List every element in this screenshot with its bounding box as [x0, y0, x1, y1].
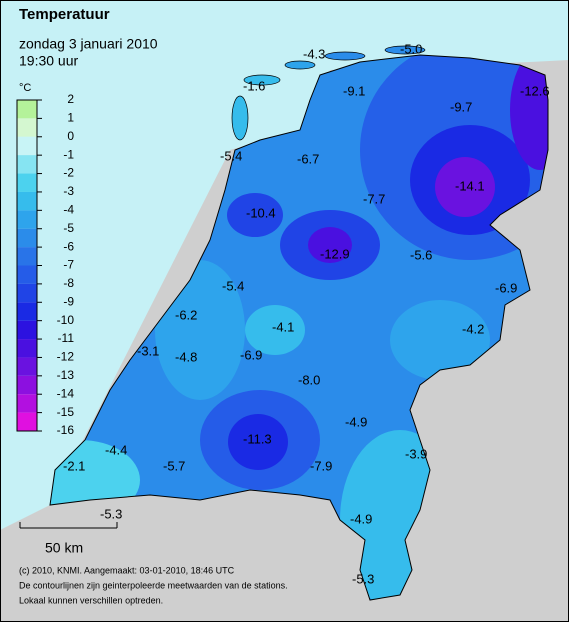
station-reading: -3.9	[405, 446, 427, 461]
legend-label: -5	[63, 221, 74, 235]
legend-swatch	[17, 247, 37, 266]
legend-swatch	[17, 412, 37, 431]
station-reading: -6.9	[495, 280, 517, 295]
station-reading: -8.0	[298, 372, 320, 387]
date: zondag 3 januari 2010	[19, 36, 158, 52]
legend-swatch	[17, 100, 37, 119]
station-reading: -5.3	[100, 506, 122, 521]
field-zone	[510, 55, 548, 170]
station-reading: -12.6	[520, 83, 550, 98]
station-reading: -4.9	[345, 414, 367, 429]
island	[243, 74, 281, 86]
station-reading: -4.4	[105, 442, 127, 457]
field-zone	[435, 157, 495, 217]
legend-swatch	[17, 228, 37, 248]
legend-label: -3	[63, 184, 74, 198]
legend-label: -6	[63, 239, 74, 253]
station-reading: -5.7	[163, 458, 185, 473]
field-zone	[227, 193, 283, 237]
field-zone	[228, 414, 288, 470]
legend-label: -11	[58, 331, 75, 345]
footer-line: Lokaal kunnen verschillen optreden.	[19, 595, 163, 605]
scale-label: 50 km	[45, 540, 83, 556]
station-reading: -2.1	[63, 458, 85, 473]
legend-label: -2	[63, 166, 74, 180]
border	[49, 54, 549, 601]
legend-swatch	[17, 357, 37, 376]
island	[384, 45, 426, 55]
legend-label: 1	[67, 111, 74, 125]
station-reading: -5.4	[220, 148, 242, 163]
legend-label: -1	[63, 147, 74, 161]
legend-unit: °C	[19, 82, 31, 94]
legend-label: -8	[63, 276, 74, 290]
legend-swatch	[17, 136, 37, 156]
legend-swatch	[17, 283, 37, 303]
station-reading: -4.9	[350, 511, 372, 526]
station-reading: -9.7	[450, 99, 472, 114]
legend-swatch	[17, 265, 37, 284]
station-reading: -9.1	[343, 83, 365, 98]
island	[231, 95, 249, 141]
station-reading: -6.9	[240, 347, 262, 362]
legend-swatch	[17, 173, 37, 192]
legend-label: 2	[67, 92, 74, 106]
station-reading: -6.7	[297, 151, 319, 166]
legend-swatch	[17, 375, 37, 395]
island	[324, 51, 366, 61]
legend-label: 0	[67, 129, 74, 143]
sea	[0, 0, 569, 530]
legend-label: -16	[57, 423, 75, 437]
station-reading: -7.7	[363, 191, 385, 206]
station-reading: -4.2	[462, 321, 484, 336]
field-zone	[390, 300, 490, 380]
station-reading: -6.2	[175, 307, 197, 322]
legend-label: -12	[57, 350, 75, 364]
legend-label: -14	[57, 386, 75, 400]
station-reading: -1.6	[243, 78, 265, 93]
station-reading: -4.8	[175, 349, 197, 364]
station-reading: -5.6	[410, 247, 432, 262]
legend-label: -9	[63, 294, 74, 308]
footer-line: De contourlijnen zijn geinterpoleerde me…	[19, 580, 288, 590]
field-zone	[245, 305, 305, 355]
station-reading: -10.4	[246, 205, 276, 220]
station-labels: -4.3 -5.0 -1.6 -9.1 -9.7 -12.6 -5.4 -6.7 -7.7 -14…	[63, 41, 550, 586]
legend-swatch	[17, 394, 37, 413]
legend-swatch	[17, 320, 37, 340]
legend-label: -13	[57, 368, 75, 382]
legend-swatch	[17, 302, 37, 321]
station-reading: -5.4	[222, 278, 244, 293]
island	[284, 60, 316, 70]
legend-label: -4	[63, 203, 74, 217]
station-reading: -14.1	[455, 178, 485, 193]
legend-swatch	[17, 339, 37, 358]
legend-swatch	[17, 155, 37, 174]
station-reading: -11.3	[243, 431, 272, 446]
legend-swatch	[17, 210, 37, 229]
legend: 2 1 0 -1 -2 -3 -4 -5 -6 -7 -8 -9 -10 -11 -12 -13 -14 -15 -…	[16, 92, 75, 437]
station-reading: -4.3	[303, 46, 325, 61]
station-reading: -5.3	[352, 571, 374, 586]
legend-swatch	[17, 118, 37, 137]
time: 19:30 uur	[19, 53, 78, 69]
station-reading: -3.1	[137, 343, 159, 358]
field-zone	[308, 227, 352, 263]
legend-label: -10	[57, 313, 75, 327]
title: Temperatuur	[19, 6, 110, 23]
station-reading: -12.9	[320, 246, 350, 261]
legend-swatch	[17, 191, 37, 211]
station-reading: -5.0	[400, 41, 422, 56]
station-reading: -7.9	[310, 458, 332, 473]
legend-label: -7	[63, 258, 74, 272]
footer-line: (c) 2010, KNMI. Aangemaakt: 03-01-2010, …	[19, 565, 235, 575]
station-reading: -4.1	[272, 319, 294, 334]
legend-label: -15	[57, 405, 75, 419]
